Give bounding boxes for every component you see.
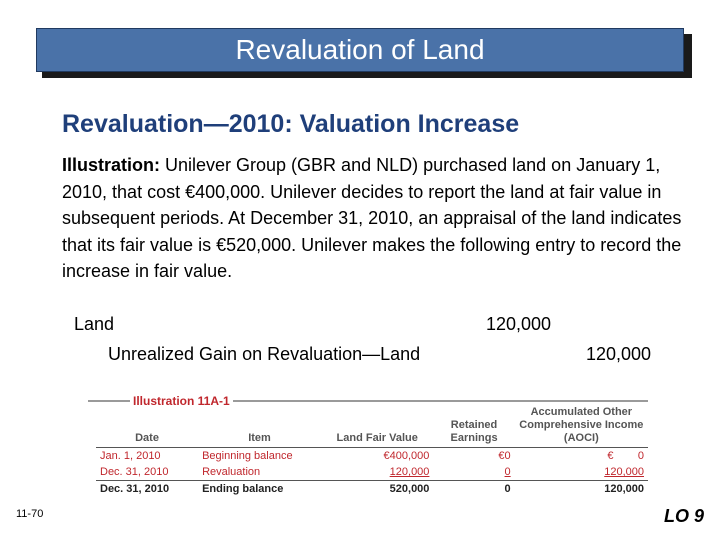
row-land: 120,000 [389,466,430,478]
row-item: Ending balance [198,480,321,497]
row-retained: 0 [433,480,515,497]
row-aoci: 120,000 [604,466,644,478]
title-banner: Revaluation of Land [36,28,684,72]
debit-account: Land [74,314,115,334]
row-retained: €0 [498,450,511,462]
table-row: Jan. 1, 2010 Beginning balance €400,000 … [96,448,648,465]
row-date: Jan. 1, 2010 [100,450,161,462]
illustration-label: Illustration: [62,155,160,175]
row-land: €400,000 [383,450,430,462]
header-date: Date [96,404,199,448]
table-header-row: Date Item Land Fair Value Retained Earni… [96,404,648,448]
learning-objective: LO 9 [664,506,705,526]
header-land-fair-value: Land Fair Value [320,404,434,448]
table-row: Dec. 31, 2010 Ending balance 520,000 0 1… [96,480,648,497]
row-aoci: € 0 [607,450,644,462]
slide-subtitle: Revaluation—2010: Valuation Increase [62,110,520,138]
row-land: 520,000 [320,480,434,497]
credit-account: Unrealized Gain on Revaluation—Land [108,344,421,364]
header-aoci: Accumulated Other Comprehensive Income (… [514,404,648,448]
row-date: Dec. 31, 2010 [96,480,199,497]
revaluation-table: Date Item Land Fair Value Retained Earni… [96,404,648,497]
debit-amount: 120,000 [486,314,552,334]
illustration-text: Unilever Group (GBR and NLD) purchased l… [62,155,682,281]
row-retained: 0 [504,466,511,478]
credit-amount: 120,000 [586,344,652,364]
page-number: 11-70 [16,508,44,520]
table-row: Dec. 31, 2010 Revaluation 120,000 0 120,… [96,464,648,481]
figure-frame [88,400,648,517]
slide-title: Revaluation of Land [235,34,485,65]
header-retained-earnings: Retained Earnings [433,404,515,448]
header-item: Item [198,404,321,448]
illustration-paragraph: Illustration: Unilever Group (GBR and NL… [62,152,692,285]
row-date: Dec. 31, 2010 [100,466,169,478]
row-aoci: 120,000 [514,480,648,497]
row-item: Revaluation [202,466,261,478]
row-item: Beginning balance [202,450,293,462]
